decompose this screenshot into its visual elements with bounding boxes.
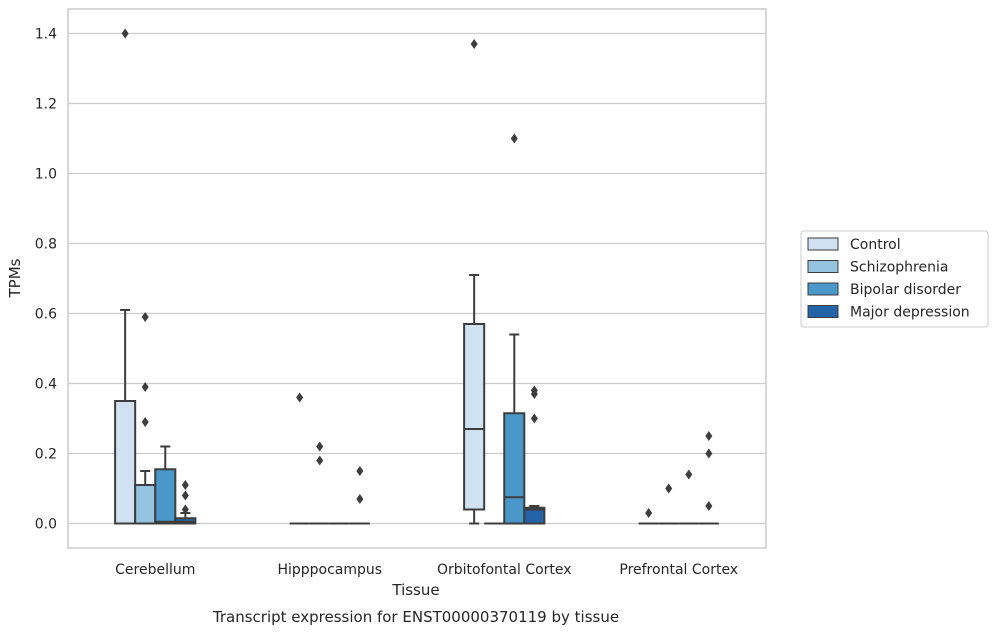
box-bipolar-disorder bbox=[503, 133, 526, 525]
box-major-depression bbox=[523, 385, 546, 525]
box-body bbox=[503, 412, 526, 525]
y-tick-label: 0.4 bbox=[35, 377, 57, 393]
grid-lines bbox=[68, 32, 766, 525]
outlier-marker bbox=[141, 312, 149, 322]
x-ticks: Cerebellum Hipppocampus Orbitofontal Corte… bbox=[115, 562, 738, 578]
outlier-marker bbox=[356, 466, 364, 476]
outlier-marker bbox=[296, 392, 304, 403]
legend-swatch bbox=[807, 305, 839, 318]
y-tick-label: 1.2 bbox=[35, 97, 57, 113]
legend-swatch bbox=[807, 237, 839, 251]
outlier-marker bbox=[121, 28, 129, 39]
box-major-depression bbox=[698, 431, 719, 525]
x-tick-label: Orbitofontal Cortex bbox=[437, 562, 572, 578]
box-body bbox=[114, 400, 137, 525]
y-axis-label: TPMs bbox=[6, 258, 24, 298]
legend-label: Major depression bbox=[850, 305, 970, 321]
outlier-marker bbox=[530, 413, 538, 424]
outlier-marker bbox=[645, 508, 653, 518]
legend-label: Bipolar disorder bbox=[850, 282, 961, 298]
x-tick-label: Prefrontal Cortex bbox=[619, 562, 738, 578]
x-tick-label: Hipppocampus bbox=[277, 562, 382, 578]
box-body bbox=[154, 468, 177, 525]
y-tick-label: 0.2 bbox=[35, 447, 57, 463]
box-body bbox=[463, 323, 486, 511]
outlier-marker bbox=[141, 417, 149, 427]
outlier-marker bbox=[181, 480, 189, 490]
box-control bbox=[463, 39, 486, 525]
y-tick-label: 1.0 bbox=[35, 167, 57, 183]
box-schizophrenia bbox=[134, 312, 157, 525]
boxes bbox=[114, 28, 719, 525]
legend-swatch bbox=[807, 282, 839, 296]
outlier-marker bbox=[316, 441, 324, 452]
box-body bbox=[134, 484, 157, 525]
outlier-marker bbox=[470, 39, 478, 49]
y-tick-label: 0.6 bbox=[35, 307, 57, 323]
outlier-marker bbox=[685, 469, 693, 480]
box-body bbox=[523, 506, 546, 525]
box-control bbox=[638, 508, 659, 525]
box-control bbox=[114, 28, 137, 525]
outlier-marker bbox=[316, 455, 324, 466]
outlier-marker bbox=[141, 382, 149, 392]
y-tick-label: 0.8 bbox=[35, 237, 57, 253]
legend-frame bbox=[800, 230, 989, 328]
box-schizophrenia bbox=[309, 441, 330, 525]
legend-label: Control bbox=[850, 237, 901, 253]
y-tick-label: 0.0 bbox=[35, 517, 57, 533]
outlier-marker bbox=[705, 431, 713, 441]
box-bipolar-disorder bbox=[154, 445, 177, 525]
box-schizophrenia bbox=[658, 483, 679, 525]
outlier-marker bbox=[705, 501, 713, 511]
outlier-marker bbox=[530, 385, 538, 396]
box-major-depression bbox=[349, 466, 370, 525]
box-control bbox=[289, 392, 310, 525]
legend: Control Schizophrenia Bipolar disorder Majo… bbox=[800, 230, 989, 328]
box-major-depression bbox=[174, 480, 197, 525]
x-axis-label: Tissue bbox=[391, 581, 439, 599]
legend-swatch bbox=[807, 260, 839, 273]
box-bipolar-disorder bbox=[678, 469, 699, 525]
legend-label: Schizophrenia bbox=[850, 260, 948, 276]
outlier-marker bbox=[181, 490, 189, 501]
outlier-marker bbox=[356, 494, 364, 504]
outlier-marker bbox=[665, 483, 673, 494]
plot-frame bbox=[67, 8, 767, 549]
chart-caption: Transcript expression for ENST0000037011… bbox=[212, 608, 619, 626]
outlier-marker bbox=[705, 448, 713, 459]
x-tick-label: Cerebellum bbox=[115, 562, 195, 578]
y-tick-label: 1.4 bbox=[35, 27, 57, 43]
outlier-marker bbox=[181, 504, 189, 515]
y-ticks: 0.0 0.2 0.4 0.6 0.8 1.0 1.2 1.4 bbox=[35, 27, 57, 533]
outlier-marker bbox=[510, 133, 518, 144]
